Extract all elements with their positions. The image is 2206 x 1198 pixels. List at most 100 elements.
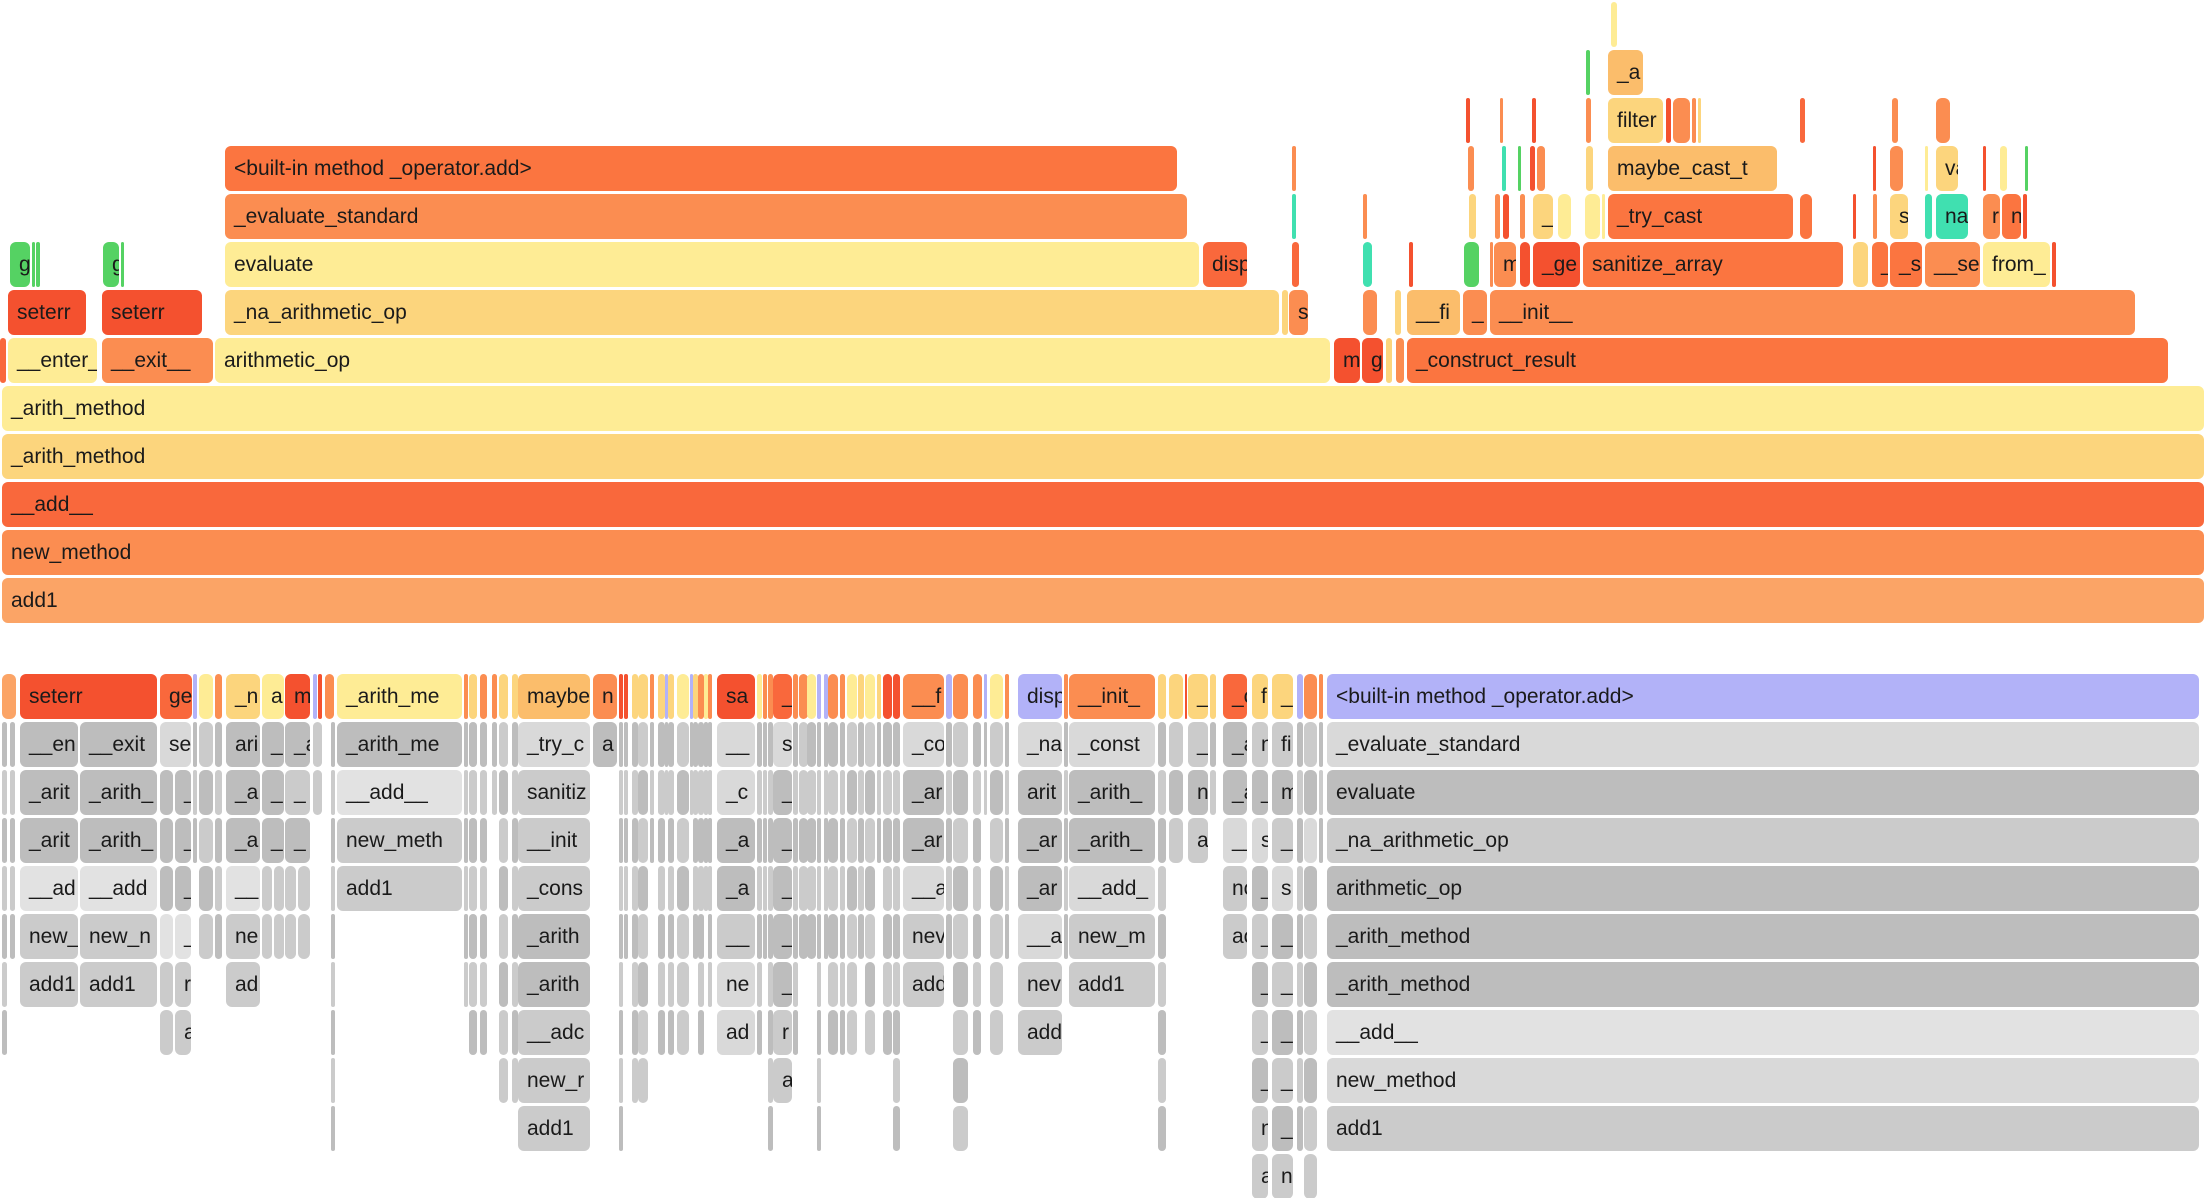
frame-sliver[interactable] bbox=[10, 818, 15, 863]
frame--[interactable] bbox=[677, 770, 689, 815]
frame-sliver[interactable] bbox=[1692, 98, 1696, 143]
frame-sliver[interactable] bbox=[313, 674, 317, 719]
frame-sliver[interactable] bbox=[1585, 194, 1600, 239]
frame-sliver[interactable] bbox=[632, 1010, 638, 1055]
frame-__add_[interactable]: __add_ bbox=[1069, 866, 1155, 911]
frame-_construct_result[interactable]: _construct_result bbox=[1407, 338, 2168, 383]
frame-sliver[interactable] bbox=[1892, 98, 1898, 143]
frame-sliver[interactable] bbox=[1537, 146, 1545, 191]
frame--[interactable] bbox=[499, 962, 508, 1007]
frame-sliver[interactable] bbox=[877, 818, 881, 863]
frame-sliver[interactable] bbox=[824, 818, 828, 863]
frame-_na_arithmetic_op[interactable]: _na_arithmetic_op bbox=[1327, 818, 2199, 863]
frame-g[interactable]: g bbox=[103, 242, 119, 287]
frame-sliver[interactable] bbox=[817, 1058, 821, 1103]
frame-sliver[interactable] bbox=[10, 866, 15, 911]
frame-r[interactable] bbox=[1304, 722, 1317, 767]
frame-sliver[interactable] bbox=[1210, 674, 1216, 719]
frame-sliver[interactable] bbox=[893, 866, 900, 911]
frame--[interactable] bbox=[865, 818, 875, 863]
frame-n[interactable]: n bbox=[2002, 194, 2021, 239]
frame-sliver[interactable] bbox=[1386, 338, 1392, 383]
frame-sliver[interactable] bbox=[828, 962, 838, 1007]
frame-new_method[interactable]: new_method bbox=[2, 530, 2204, 575]
frame-sliver[interactable] bbox=[698, 914, 704, 959]
frame-r[interactable]: r bbox=[175, 962, 191, 1007]
frame-ge[interactable]: ge bbox=[160, 674, 192, 719]
frame-_c[interactable]: _c bbox=[717, 770, 755, 815]
frame--[interactable] bbox=[847, 914, 857, 959]
frame-sliver[interactable] bbox=[512, 1058, 518, 1103]
frame--[interactable] bbox=[677, 818, 689, 863]
frame-sliver[interactable] bbox=[1520, 194, 1525, 239]
frame-sliver[interactable] bbox=[817, 962, 821, 1007]
frame-sliver[interactable] bbox=[757, 722, 762, 767]
frame-_[interactable]: _ bbox=[1463, 290, 1487, 335]
frame-sliver[interactable] bbox=[638, 866, 648, 911]
frame-sliver[interactable] bbox=[2052, 242, 2056, 287]
frame-va[interactable]: va bbox=[1936, 146, 1958, 191]
frame-sliver[interactable] bbox=[658, 866, 665, 911]
frame-_arith_[interactable]: _arith_ bbox=[1069, 818, 1155, 863]
frame-add1[interactable]: add1 bbox=[20, 962, 78, 1007]
frame-a[interactable]: a bbox=[262, 674, 284, 719]
frame-sliver[interactable] bbox=[883, 914, 892, 959]
frame-s[interactable]: s bbox=[1272, 866, 1293, 911]
frame-_[interactable]: _ bbox=[175, 770, 191, 815]
frame-sliver[interactable] bbox=[668, 866, 674, 911]
frame-m[interactable]: m bbox=[1272, 770, 1293, 815]
frame-sliver[interactable] bbox=[658, 674, 665, 719]
frame-sliver[interactable] bbox=[693, 866, 698, 911]
frame-sliver[interactable] bbox=[1673, 98, 1690, 143]
frame--[interactable] bbox=[499, 866, 508, 911]
frame-sliver[interactable] bbox=[331, 1058, 335, 1103]
frame-sliver[interactable] bbox=[480, 962, 487, 1007]
frame-a[interactable] bbox=[499, 1058, 508, 1103]
frame-sliver[interactable] bbox=[469, 770, 477, 815]
frame-__fi[interactable]: __fi bbox=[1407, 290, 1460, 335]
frame-evaluate[interactable]: evaluate bbox=[1327, 770, 2199, 815]
frame-__a[interactable]: __a bbox=[903, 866, 944, 911]
frame-sliver[interactable] bbox=[973, 770, 981, 815]
frame-sliver[interactable] bbox=[650, 818, 654, 863]
frame-__se[interactable]: __se bbox=[1925, 242, 1980, 287]
frame-sliver[interactable] bbox=[464, 914, 468, 959]
frame-sliver[interactable] bbox=[793, 770, 798, 815]
frame-sliver[interactable] bbox=[464, 818, 468, 863]
frame-sliver[interactable] bbox=[492, 674, 497, 719]
frame-sliver[interactable] bbox=[10, 770, 15, 815]
frame-sliver[interactable] bbox=[757, 866, 762, 911]
frame-sliver[interactable] bbox=[668, 770, 674, 815]
frame-_[interactable] bbox=[990, 866, 1003, 911]
frame-add1[interactable]: add1 bbox=[518, 1106, 590, 1151]
frame-sliver[interactable] bbox=[632, 674, 638, 719]
frame-sliver[interactable] bbox=[632, 914, 638, 959]
frame-add1[interactable]: add1 bbox=[337, 866, 462, 911]
frame-sliver[interactable] bbox=[2, 722, 7, 767]
frame-sliver[interactable] bbox=[865, 962, 875, 1007]
frame-__adc[interactable]: __adc bbox=[518, 1010, 590, 1055]
frame-sliver[interactable] bbox=[893, 770, 900, 815]
frame-sliver[interactable] bbox=[1064, 914, 1068, 959]
frame-sliver[interactable] bbox=[893, 962, 900, 1007]
frame--built-in-method-_operator-add-[interactable]: <built-in method _operator.add> bbox=[225, 146, 1177, 191]
frame-sliver[interactable] bbox=[893, 1010, 900, 1055]
frame-sliver[interactable] bbox=[698, 818, 704, 863]
frame-sliver[interactable] bbox=[893, 722, 900, 767]
frame--[interactable] bbox=[953, 722, 968, 767]
frame-sliver[interactable] bbox=[828, 1010, 838, 1055]
frame-sliver[interactable] bbox=[2025, 146, 2028, 191]
frame-sliver[interactable] bbox=[1064, 722, 1068, 767]
frame-sliver[interactable] bbox=[883, 866, 892, 911]
frame-a[interactable]: a bbox=[593, 722, 617, 767]
frame-_[interactable] bbox=[990, 914, 1003, 959]
frame-sliver[interactable] bbox=[807, 674, 816, 719]
frame-_cons[interactable]: _cons bbox=[518, 866, 590, 911]
frame-sliver[interactable] bbox=[1297, 770, 1303, 815]
frame-sliver[interactable] bbox=[199, 674, 213, 719]
frame-sliver[interactable] bbox=[828, 674, 838, 719]
frame--[interactable] bbox=[953, 962, 968, 1007]
frame-sliver[interactable] bbox=[325, 674, 334, 719]
frame-a[interactable]: a bbox=[1252, 1154, 1268, 1198]
frame-sliver[interactable] bbox=[1936, 98, 1950, 143]
